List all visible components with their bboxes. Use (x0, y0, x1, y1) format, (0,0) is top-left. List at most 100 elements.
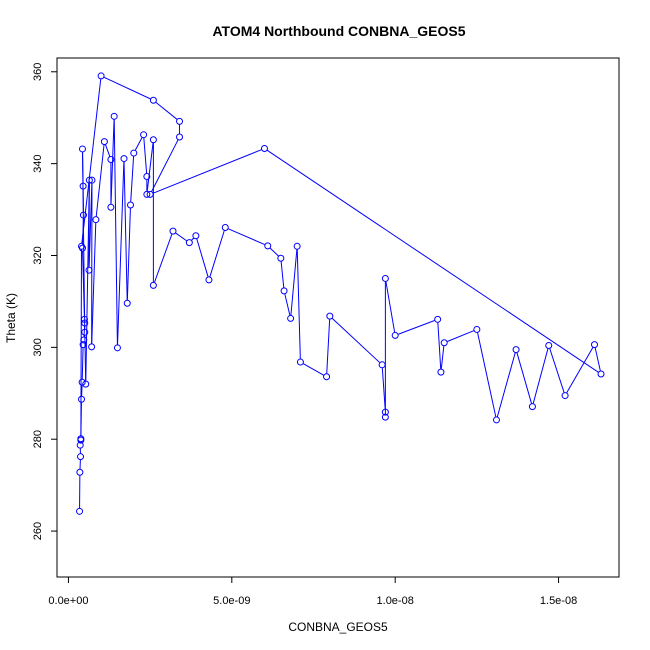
series-line-segment (134, 137, 143, 151)
series-line-segment (447, 330, 474, 342)
y-tick-label: 320 (32, 246, 44, 264)
data-point (127, 201, 135, 209)
data-point (100, 138, 108, 146)
data-point (110, 112, 118, 120)
series-line-segment (95, 144, 105, 217)
series-line-segment (146, 142, 154, 192)
y-tick-label: 260 (32, 522, 44, 540)
data-point (85, 176, 93, 184)
series-line-segment (143, 137, 148, 174)
series-line-segment (566, 347, 594, 393)
data-point (88, 176, 96, 184)
data-point (185, 239, 193, 247)
data-point (143, 172, 151, 180)
series-line-segment (266, 149, 599, 373)
data-point (79, 341, 87, 349)
series-line-segment (130, 156, 135, 202)
data-point (192, 232, 200, 240)
data-point (287, 314, 295, 322)
data-point (149, 281, 157, 289)
data-point (78, 395, 86, 403)
axis-layer: 0.0e+00 5.0e-09 1.0e-08 1.5e-08 260 280 300 320… (32, 63, 577, 607)
series-line-segment (154, 234, 173, 283)
data-point (92, 216, 100, 224)
y-tick-label: 280 (32, 430, 44, 448)
data-point (123, 299, 131, 307)
series-line-segment (549, 348, 565, 393)
series-line-segment (437, 322, 442, 369)
series-line-segment (191, 237, 194, 241)
data-point (437, 368, 445, 376)
series-line-segment (381, 368, 386, 409)
series-line-segment (496, 352, 516, 417)
series-line-segment (88, 183, 93, 267)
data-point (176, 117, 184, 125)
data-point (149, 96, 157, 104)
data-point (80, 336, 88, 344)
data-point (561, 392, 569, 400)
data-point (492, 416, 500, 424)
data-point (77, 453, 85, 461)
data-point (473, 325, 481, 333)
data-point (146, 190, 154, 198)
data-point (260, 144, 268, 152)
series-line-segment (113, 119, 118, 345)
data-point (528, 403, 536, 411)
y-tick-label: 340 (32, 154, 44, 172)
data-point (381, 413, 389, 421)
data-point (76, 468, 84, 476)
data-point (107, 203, 115, 211)
data-point (130, 149, 138, 157)
data-point (81, 319, 89, 327)
data-point (440, 339, 448, 347)
series-line-segment (296, 249, 301, 359)
x-tick-label: 1.0e-08 (377, 595, 414, 607)
series-line-segment (196, 238, 209, 277)
series-line-segment (103, 76, 151, 100)
data-point (176, 133, 184, 141)
series-line-segment (477, 332, 497, 417)
series-line-segment (280, 261, 285, 288)
data-point (381, 408, 389, 416)
data-point (512, 346, 520, 354)
series-line-segment (80, 249, 82, 437)
data-point (81, 328, 89, 336)
data-point (79, 211, 87, 219)
chart-title: ATOM4 Northbound CONBNA_GEOS5 (212, 23, 465, 39)
series-line-segment (81, 79, 102, 244)
data-point (78, 242, 86, 250)
data-point (597, 370, 605, 378)
data-point (434, 315, 442, 323)
data-point (78, 378, 86, 386)
series-line-segment (105, 144, 111, 157)
data-point (82, 380, 90, 388)
series-line-segment (117, 161, 125, 345)
series-line-segment (151, 139, 179, 192)
y-tick-label: 300 (32, 338, 44, 356)
series-line-segment (594, 347, 601, 371)
series-line-segment (123, 161, 128, 300)
data-point (378, 361, 386, 369)
series-line-segment (155, 101, 178, 120)
y-tick-label: 360 (32, 63, 44, 81)
data-point (85, 266, 93, 274)
data-point (169, 227, 177, 235)
series-line-segment (175, 232, 187, 242)
series-line-segment (326, 319, 331, 374)
series-line-segment (228, 228, 265, 245)
data-point (205, 276, 213, 284)
series-line-segment (385, 281, 396, 333)
data-point (76, 507, 84, 515)
data-point (545, 342, 553, 350)
series-line-segment (303, 363, 324, 376)
series-line-segment (516, 352, 532, 404)
x-axis-label: CONBNA_GEOS5 (288, 620, 388, 634)
series-line-segment (152, 149, 262, 194)
series-layer (76, 72, 605, 515)
series-line-segment (82, 152, 86, 329)
data-point (264, 242, 272, 250)
data-point (391, 331, 399, 339)
x-tick-label: 5.0e-09 (213, 595, 250, 607)
series-line-segment (85, 183, 90, 381)
